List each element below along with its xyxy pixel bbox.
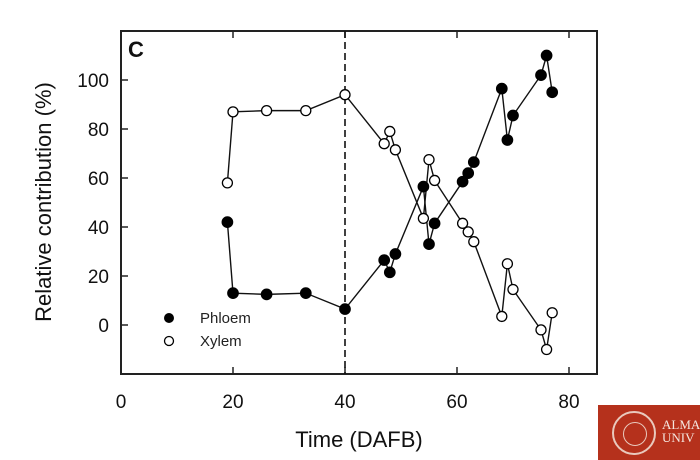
legend-label-xylem: Xylem: [200, 333, 242, 350]
data-point-xylem: [417, 212, 430, 225]
y-tick-label: 0: [98, 316, 109, 337]
axes: [120, 30, 598, 375]
data-point-xylem: [428, 174, 441, 187]
logo-text-line2: UNIV: [662, 430, 695, 445]
data-point-xylem: [339, 89, 351, 101]
x-tick-labels: 0 20 40 60 80: [116, 392, 580, 413]
data-point-xylem: [227, 106, 239, 118]
legend-label-phloem: Phloem: [200, 310, 251, 327]
data-point-xylem: [384, 125, 396, 138]
y-tick-label: 60: [88, 169, 109, 190]
data-point-phloem: [428, 217, 441, 230]
data-point-xylem: [496, 310, 508, 323]
seal-icon: [612, 411, 656, 455]
data-point-phloem: [378, 254, 391, 266]
x-tick-label: 80: [558, 392, 579, 413]
x-tick-label: 20: [222, 392, 243, 413]
data-point-phloem: [535, 69, 547, 81]
logo-text: ALMA UNIV: [662, 418, 700, 444]
y-tick-label: 40: [88, 218, 109, 239]
data-point-phloem: [339, 303, 351, 315]
data-point-xylem: [507, 283, 519, 296]
y-axis-title: Relative contribution (%): [31, 82, 56, 322]
plot-frame: [120, 30, 598, 375]
data-point-xylem: [300, 104, 312, 117]
data-point-phloem: [467, 156, 480, 168]
data-point-xylem: [423, 153, 435, 166]
data-point-xylem: [468, 236, 480, 248]
x-axis-title: Time (DAFB): [295, 427, 423, 452]
data-point-phloem: [423, 238, 435, 250]
legend-marker-phloem: [164, 313, 174, 323]
data-point-xylem: [378, 138, 390, 150]
data-point-phloem: [456, 175, 469, 188]
data-point-phloem: [389, 248, 402, 260]
data-point-phloem: [501, 134, 514, 146]
data-point-xylem: [221, 177, 234, 189]
x-tick-label: 40: [334, 392, 355, 413]
data-point-xylem: [389, 144, 402, 156]
y-tick-label: 20: [88, 267, 109, 288]
data-point-xylem: [540, 343, 553, 356]
data-point-phloem: [417, 180, 430, 193]
data-point-phloem: [507, 109, 519, 122]
x-tick-label: 0: [116, 392, 127, 413]
x-tick-label: 60: [446, 392, 467, 413]
legend: Phloem Xylem: [163, 310, 251, 350]
panel-label: C: [128, 37, 144, 62]
data-point-phloem: [546, 86, 559, 99]
university-logo: ALMA UNIV: [598, 405, 700, 460]
data-point-phloem: [260, 288, 273, 301]
data-point-phloem: [462, 167, 475, 179]
y-tick-labels: 0 20 40 60 80 100: [77, 71, 109, 337]
logo-text-line1: ALMA: [662, 417, 700, 432]
data-point-xylem: [535, 324, 547, 336]
y-tick-label: 80: [88, 120, 109, 141]
data-point-xylem: [260, 104, 273, 117]
data-point-phloem: [540, 49, 553, 62]
series-group: [221, 49, 559, 356]
legend-marker-xylem: [163, 335, 175, 347]
data-point-xylem: [462, 226, 474, 238]
y-tick-label: 100: [77, 71, 109, 92]
data-point-phloem: [495, 82, 508, 95]
data-point-phloem: [299, 287, 312, 299]
data-point-xylem: [546, 307, 558, 319]
data-point-phloem: [221, 216, 234, 228]
data-point-phloem: [383, 266, 396, 279]
data-point-xylem: [456, 217, 469, 229]
data-point-phloem: [227, 287, 239, 299]
data-point-xylem: [501, 258, 514, 270]
